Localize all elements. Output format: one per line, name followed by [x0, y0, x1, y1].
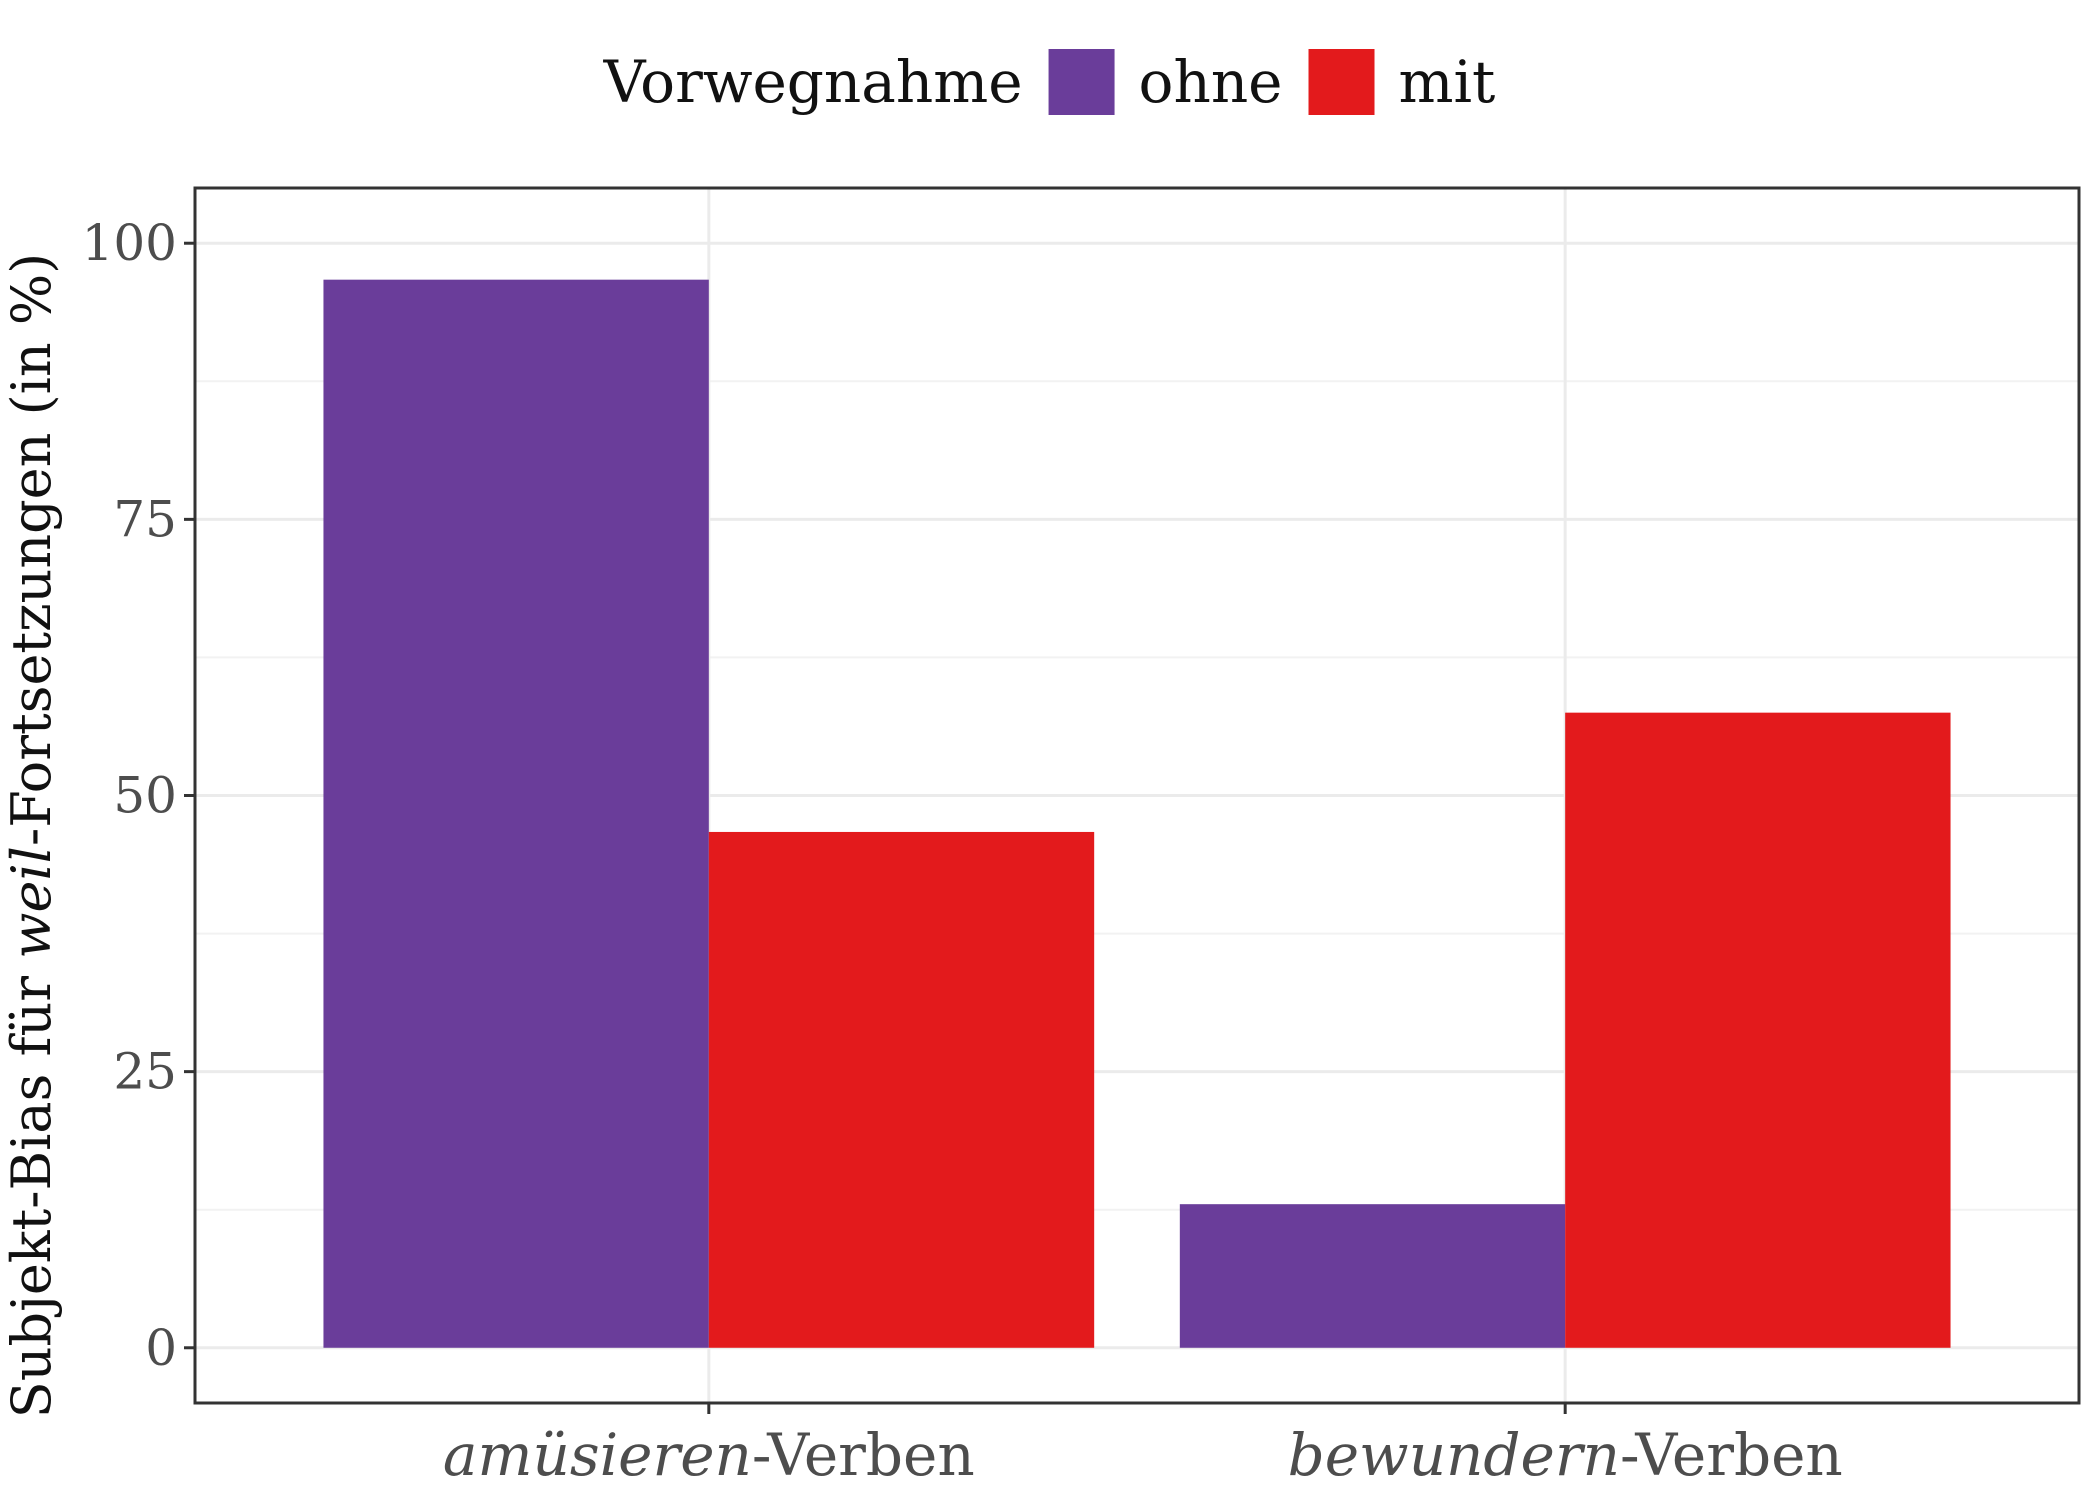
- y-axis-title-italic: weil: [0, 846, 63, 959]
- y-tick-label: 0: [145, 1319, 177, 1377]
- bar-mit-2: [1565, 712, 1951, 1348]
- x-tick-label-rest: -Verben: [752, 1421, 975, 1489]
- legend: Vorwegnahme ohne mit: [603, 48, 1496, 116]
- bars: [323, 279, 1951, 1348]
- x-tick-label-italic: bewundern: [1288, 1421, 1620, 1489]
- y-tick-label: 75: [113, 490, 177, 548]
- x-axis: amüsieren-Verben bewundern-Verben: [443, 1403, 1843, 1489]
- bar-mit-1: [708, 831, 1095, 1348]
- x-tick-label: amüsieren-Verben: [443, 1421, 975, 1489]
- y-axis-title-after: -Fortsetzungen (in %): [0, 253, 63, 846]
- plot-panel: [193, 186, 2081, 1405]
- y-axis: 0 25 50 75 100: [82, 214, 195, 1377]
- legend-title: Vorwegnahme: [603, 48, 1023, 116]
- y-axis-title-before: Subjekt-Bias für: [0, 959, 63, 1418]
- legend-label-ohne: ohne: [1139, 48, 1283, 116]
- y-tick-label: 50: [113, 767, 177, 825]
- x-tick-label-italic: amüsieren: [443, 1421, 752, 1489]
- legend-key-mit: [1308, 49, 1375, 115]
- bar-ohne-1: [323, 279, 709, 1348]
- legend-label-mit: mit: [1399, 48, 1496, 116]
- y-tick-label: 25: [113, 1043, 177, 1101]
- bar-ohne-2: [1179, 1204, 1566, 1348]
- x-tick-label: bewundern-Verben: [1288, 1421, 1843, 1489]
- legend-key-ohne: [1048, 49, 1115, 115]
- legend-item-mit: mit: [1308, 48, 1496, 116]
- x-tick-label-rest: -Verben: [1620, 1421, 1843, 1489]
- y-axis-title: Subjekt-Bias für weil-Fortsetzungen (in …: [0, 253, 63, 1419]
- legend-item-ohne: ohne: [1048, 48, 1283, 116]
- y-tick-label: 100: [82, 214, 177, 272]
